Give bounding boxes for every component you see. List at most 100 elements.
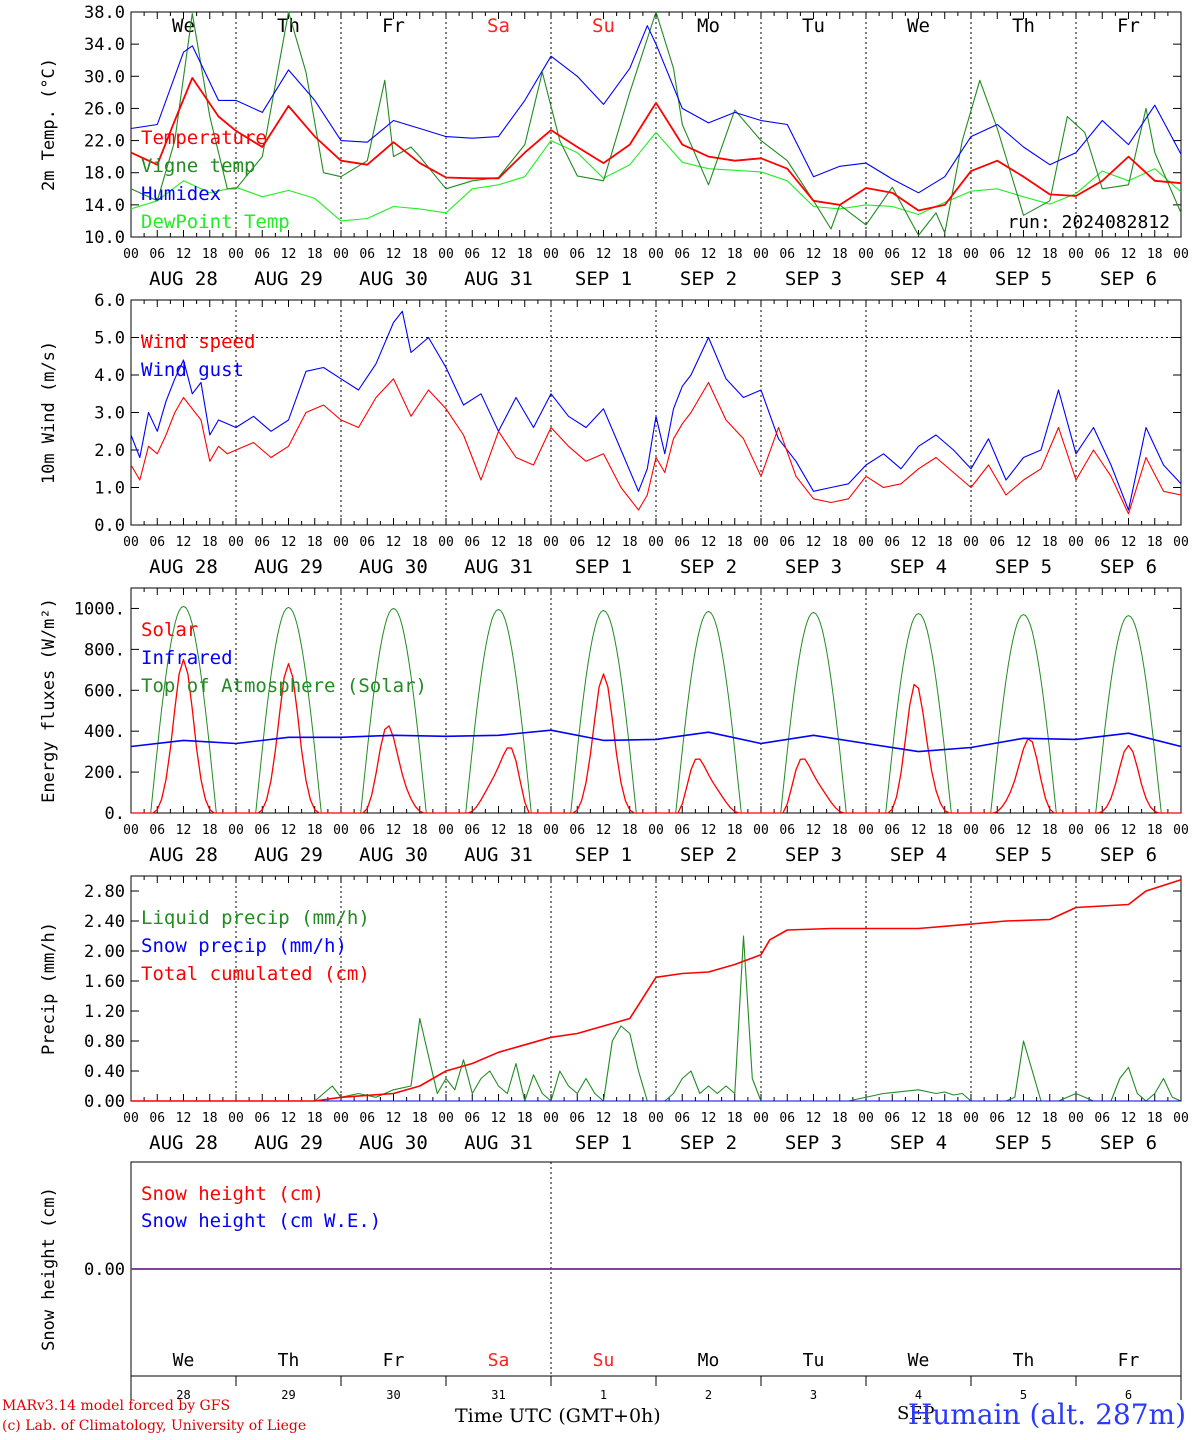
hour-tick-label: 06 — [254, 247, 270, 262]
bottom-weekday-label: Fr — [383, 1350, 405, 1371]
date-label: SEP 5 — [995, 556, 1052, 578]
series-line-liquid-precip-mm-h- — [131, 935, 1182, 1102]
date-label: AUG 31 — [464, 556, 533, 578]
hour-tick-label: 00 — [858, 247, 874, 262]
bottom-day-number: 30 — [386, 1388, 400, 1402]
hour-tick-label: 00 — [543, 535, 559, 550]
date-label: AUG 30 — [359, 556, 428, 578]
hour-tick-label: 06 — [884, 247, 900, 262]
legend-snow-precip-mm-h-: Snow precip (mm/h) — [141, 935, 347, 957]
hour-tick-label: 06 — [464, 823, 480, 838]
hour-tick-label: 00 — [1068, 247, 1084, 262]
hour-tick-label: 00 — [963, 1111, 979, 1126]
hour-tick-label: 12 — [596, 535, 612, 550]
legend-solar: Solar — [141, 619, 198, 641]
legend-snow-height-cm-w-e-: Snow height (cm W.E.) — [141, 1210, 381, 1232]
hour-tick-label: 12 — [491, 247, 507, 262]
hour-tick-label: 06 — [1094, 535, 1110, 550]
hour-tick-label: 12 — [386, 247, 402, 262]
hour-tick-label: 12 — [1121, 1111, 1137, 1126]
legend-total-cumulated-cm-: Total cumulated (cm) — [141, 963, 370, 985]
hour-tick-label: 12 — [701, 823, 717, 838]
y-tick-label: 0.00 — [84, 1092, 125, 1112]
date-label: SEP 6 — [1100, 844, 1157, 866]
hour-tick-label: 18 — [517, 535, 533, 550]
hour-tick-label: 18 — [1147, 247, 1163, 262]
bottom-day-number: 29 — [281, 1388, 295, 1402]
hour-tick-label: 18 — [727, 1111, 743, 1126]
hour-tick-label: 18 — [307, 535, 323, 550]
hour-tick-label: 00 — [858, 1111, 874, 1126]
series-line-wind-speed — [130, 378, 1182, 515]
y-tick-label: 600. — [84, 681, 125, 701]
bottom-weekday-label: Th — [278, 1350, 300, 1371]
bottom-day-number: 5 — [1020, 1388, 1027, 1402]
hour-tick-label: 00 — [228, 1111, 244, 1126]
weekday-label: Tu — [802, 15, 825, 37]
hour-tick-label: 00 — [648, 1111, 664, 1126]
hour-tick-label: 06 — [569, 535, 585, 550]
hour-tick-label: 18 — [517, 247, 533, 262]
hour-tick-label: 00 — [333, 1111, 349, 1126]
legend-temperature: Temperature — [141, 127, 267, 149]
hour-tick-label: 00 — [438, 535, 454, 550]
hour-tick-label: 06 — [359, 247, 375, 262]
hour-tick-label: 12 — [806, 1111, 822, 1126]
hour-tick-label: 12 — [491, 535, 507, 550]
hour-tick-label: 18 — [832, 535, 848, 550]
hour-tick-label: 00 — [858, 823, 874, 838]
hour-tick-label: 00 — [123, 1111, 139, 1126]
hour-tick-label: 12 — [911, 823, 927, 838]
bottom-day-number: 4 — [915, 1388, 922, 1402]
date-label: SEP 1 — [575, 844, 632, 866]
y-axis-label: 10m Wind (m/s) — [39, 341, 59, 484]
hour-tick-label: 00 — [963, 247, 979, 262]
date-label: SEP 3 — [785, 1132, 842, 1154]
hour-tick-label: 12 — [491, 1111, 507, 1126]
legend-dewpoint-temp: DewPoint Temp — [141, 211, 290, 233]
hour-tick-label: 12 — [386, 1111, 402, 1126]
hour-tick-label: 18 — [307, 823, 323, 838]
date-label: SEP 2 — [680, 556, 737, 578]
y-tick-label: 22.0 — [84, 132, 125, 152]
hour-tick-label: 18 — [412, 1111, 428, 1126]
hour-tick-label: 00 — [648, 823, 664, 838]
date-label: SEP 4 — [890, 556, 947, 578]
hour-tick-label: 18 — [1042, 1111, 1058, 1126]
hour-tick-label: 18 — [1042, 535, 1058, 550]
bottom-day-number: 2 — [705, 1388, 712, 1402]
weekday-label: Th — [1012, 15, 1035, 37]
hour-tick-label: 00 — [858, 535, 874, 550]
hour-tick-label: 06 — [779, 1111, 795, 1126]
bottom-day-number: 31 — [491, 1388, 505, 1402]
hour-tick-label: 18 — [202, 823, 218, 838]
weekday-label: We — [172, 15, 195, 37]
hour-tick-label: 12 — [1016, 1111, 1032, 1126]
y-tick-label: 0.00 — [84, 1260, 125, 1280]
date-label: SEP 2 — [680, 1132, 737, 1154]
hour-tick-label: 18 — [727, 823, 743, 838]
hour-tick-label: 12 — [386, 823, 402, 838]
hour-tick-label: 18 — [307, 247, 323, 262]
date-label: SEP 1 — [575, 556, 632, 578]
hour-tick-label: 00 — [1173, 247, 1189, 262]
date-label: SEP 1 — [575, 268, 632, 290]
hour-tick-label: 06 — [989, 535, 1005, 550]
hour-tick-label: 12 — [596, 247, 612, 262]
hour-tick-label: 00 — [228, 535, 244, 550]
hour-tick-label: 00 — [963, 535, 979, 550]
hour-tick-label: 12 — [176, 823, 192, 838]
hour-tick-label: 12 — [1121, 823, 1137, 838]
hour-tick-label: 18 — [1147, 1111, 1163, 1126]
hour-tick-label: 06 — [464, 1111, 480, 1126]
hour-tick-label: 18 — [517, 823, 533, 838]
date-label: AUG 28 — [149, 844, 218, 866]
hour-tick-label: 18 — [1042, 823, 1058, 838]
weekday-label: Su — [592, 15, 615, 37]
hour-tick-label: 00 — [963, 823, 979, 838]
hour-tick-label: 18 — [622, 823, 638, 838]
y-tick-label: 14.0 — [84, 196, 125, 216]
hour-tick-label: 06 — [359, 1111, 375, 1126]
hour-tick-label: 12 — [491, 823, 507, 838]
y-tick-label: 200. — [84, 763, 125, 783]
